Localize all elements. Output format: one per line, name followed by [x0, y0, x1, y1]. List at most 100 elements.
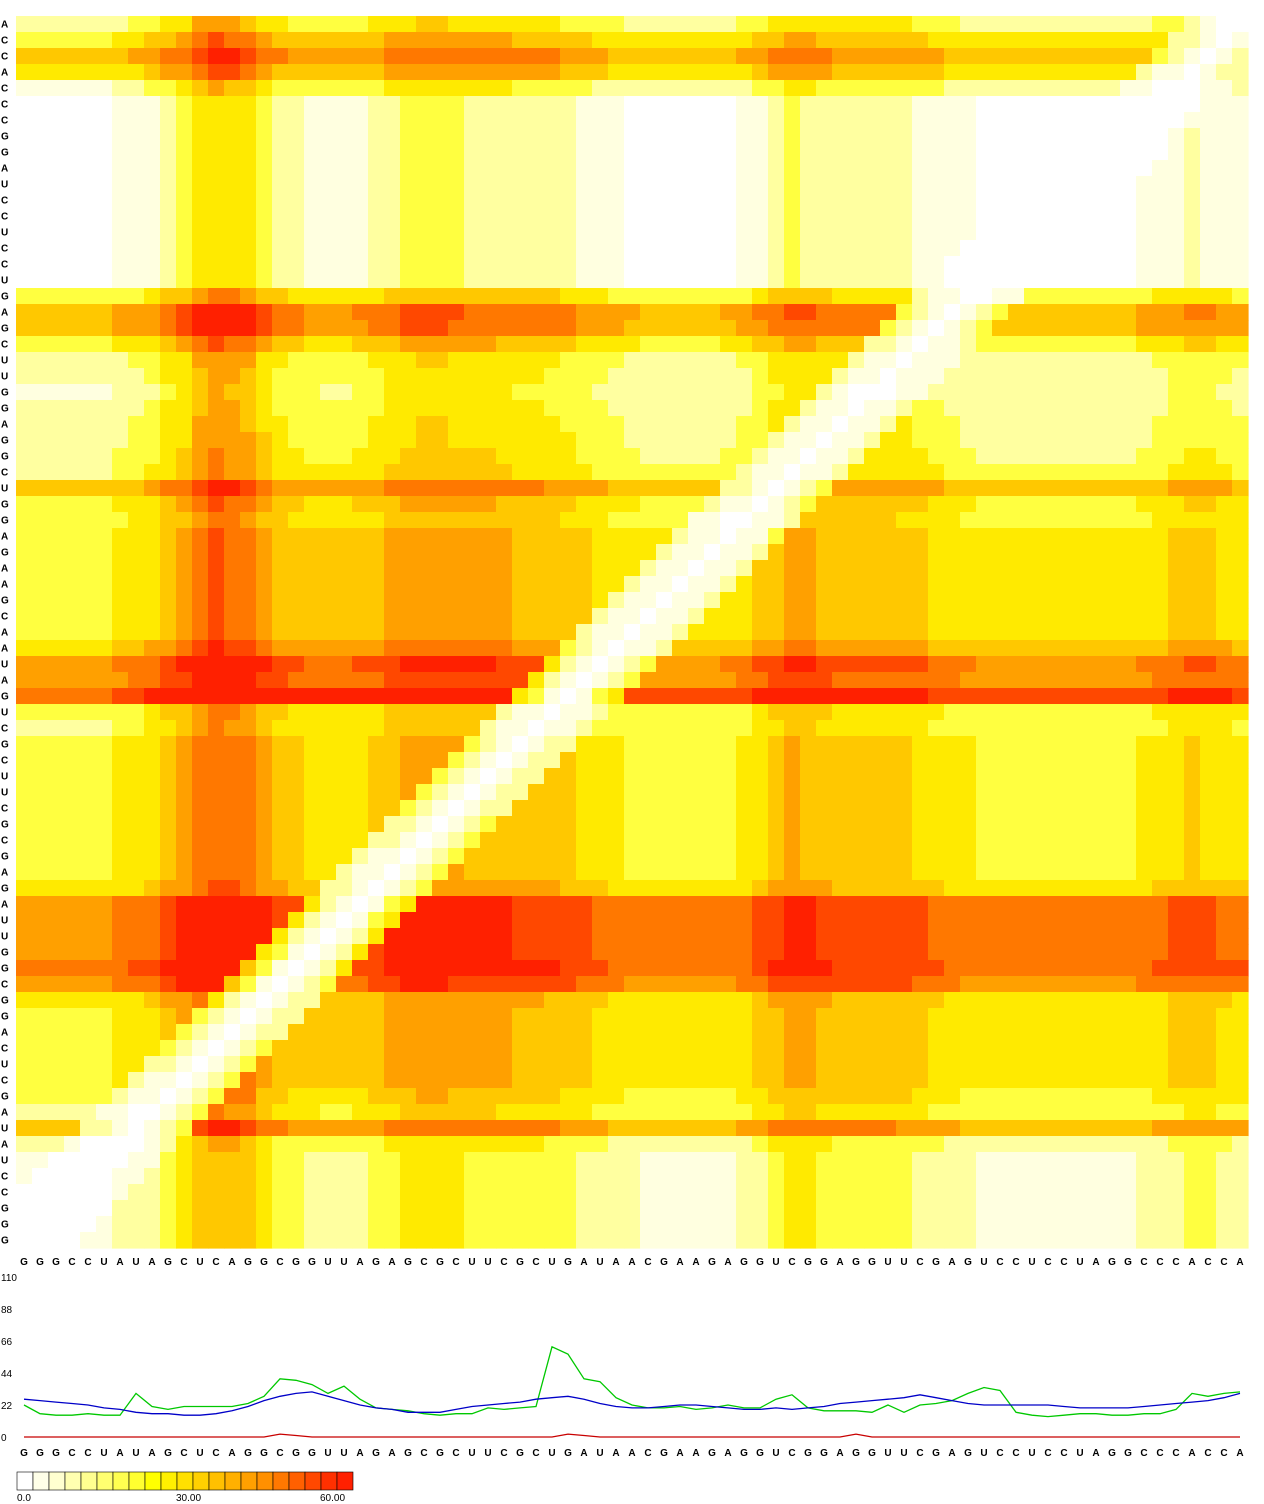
heatmap-cell: [368, 800, 385, 817]
heatmap-cell: [736, 640, 753, 657]
heatmap-cell: [64, 528, 81, 545]
heatmap-cell: [336, 32, 353, 49]
heatmap-cell: [176, 16, 193, 33]
heatmap-cell: [816, 944, 833, 961]
heatmap-cell: [544, 928, 561, 945]
heatmap-cell: [128, 512, 145, 529]
heatmap-cell: [560, 928, 577, 945]
heatmap-cell: [144, 752, 161, 769]
heatmap-cell: [416, 464, 433, 481]
heatmap-cell: [672, 384, 689, 401]
heatmap-cell: [208, 832, 225, 849]
heatmap-cell: [752, 640, 769, 657]
heatmap-cell: [1120, 720, 1137, 737]
heatmap-cell: [848, 368, 865, 385]
heatmap-cell: [896, 192, 913, 209]
heatmap-cell: [128, 304, 145, 321]
heatmap-cell: [544, 16, 561, 33]
heatmap-cell: [976, 1008, 993, 1025]
heatmap-cell: [1152, 912, 1169, 929]
heatmap-cell: [592, 416, 609, 433]
heatmap-cell: [656, 832, 673, 849]
heatmap-cell: [768, 784, 785, 801]
heatmap-cell: [192, 368, 209, 385]
heatmap-cell: [864, 640, 881, 657]
heatmap-cell: [288, 656, 305, 673]
heatmap-cell: [240, 96, 257, 113]
heatmap-cell: [336, 432, 353, 449]
heatmap-cell: [336, 368, 353, 385]
heatmap-cell: [752, 688, 769, 705]
heatmap-cell: [864, 80, 881, 97]
heatmap-cell: [560, 880, 577, 897]
heatmap-cell: [240, 752, 257, 769]
heatmap-cell: [624, 432, 641, 449]
heatmap-cell: [176, 240, 193, 257]
heatmap-cell: [240, 48, 257, 65]
heatmap-cell: [272, 912, 289, 929]
heatmap-cell: [320, 256, 337, 273]
heatmap-cell: [704, 144, 721, 161]
heatmap-cell: [1152, 832, 1169, 849]
heatmap-cell: [960, 832, 977, 849]
heatmap-cell: [1104, 16, 1121, 33]
heatmap-cell: [384, 112, 401, 129]
heatmap-cell: [768, 400, 785, 417]
heatmap-cell: [672, 288, 689, 305]
heatmap-cell: [1120, 272, 1137, 289]
heatmap-cell: [1008, 768, 1025, 785]
heatmap-cell: [144, 544, 161, 561]
heatmap-cell: [1008, 784, 1025, 801]
heatmap-cell: [464, 448, 481, 465]
heatmap-cell: [704, 640, 721, 657]
heatmap-cell: [768, 160, 785, 177]
heatmap-cell: [144, 112, 161, 129]
heatmap-cell: [720, 832, 737, 849]
heatmap-cell: [448, 816, 465, 833]
heatmap-cell: [400, 480, 417, 497]
heatmap-cell: [1120, 1040, 1137, 1057]
heatmap-cell: [304, 800, 321, 817]
heatmap-cell: [512, 416, 529, 433]
heatmap-cell: [288, 400, 305, 417]
heatmap-cell: [1216, 160, 1233, 177]
heatmap-cell: [368, 832, 385, 849]
heatmap-cell: [1200, 544, 1217, 561]
heatmap-cell: [432, 880, 449, 897]
heatmap-cell: [848, 752, 865, 769]
heatmap-cell: [704, 592, 721, 609]
heatmap-cell: [320, 1040, 337, 1057]
heatmap-cell: [432, 560, 449, 577]
heatmap-cell: [880, 336, 897, 353]
heatmap-cell: [1008, 432, 1025, 449]
heatmap-cell: [16, 656, 33, 673]
heatmap-cell: [1008, 928, 1025, 945]
heatmap-cell: [112, 624, 129, 641]
heatmap-cell: [944, 352, 961, 369]
heatmap-cell: [848, 960, 865, 977]
heatmap-cell: [224, 32, 241, 49]
heatmap-cell: [976, 544, 993, 561]
heatmap-cell: [304, 480, 321, 497]
heatmap-cell: [64, 480, 81, 497]
heatmap-cell: [752, 576, 769, 593]
heatmap-cell: [816, 192, 833, 209]
heatmap-cell: [272, 1024, 289, 1041]
heatmap-cell: [272, 624, 289, 641]
heatmap-cell: [1232, 384, 1249, 401]
heatmap-cell: [32, 752, 49, 769]
heatmap-cell: [720, 608, 737, 625]
heatmap-cell: [432, 512, 449, 529]
heatmap-cell: [432, 80, 449, 97]
heatmap-cell: [1056, 768, 1073, 785]
heatmap-cell: [352, 320, 369, 337]
heatmap-cell: [704, 976, 721, 993]
heatmap-cell: [288, 512, 305, 529]
heatmap-cell: [608, 96, 625, 113]
heatmap-cell: [448, 992, 465, 1009]
heatmap-cell: [1200, 80, 1217, 97]
heatmap-cell: [176, 1024, 193, 1041]
heatmap-cell: [720, 512, 737, 529]
heatmap-cell: [528, 144, 545, 161]
heatmap-cell: [224, 208, 241, 225]
